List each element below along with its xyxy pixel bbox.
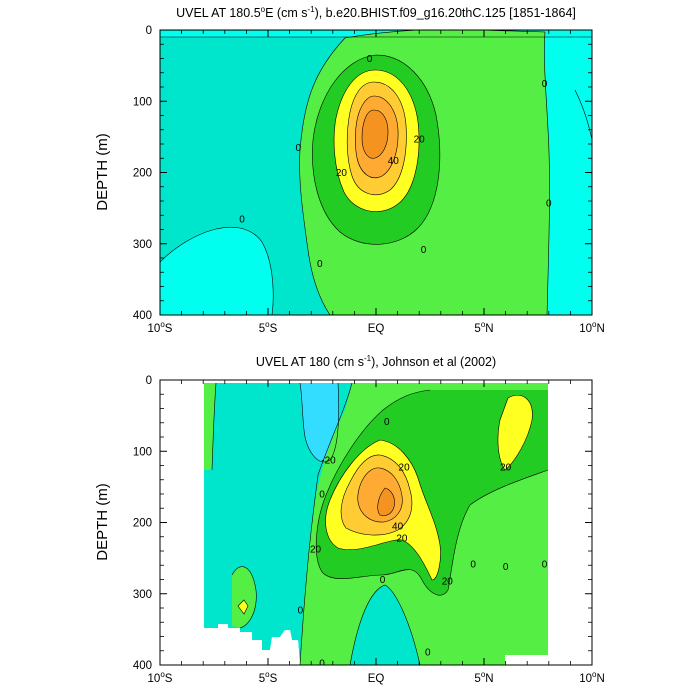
y-tick-label: 400 bbox=[133, 660, 152, 672]
x-tick-label: EQ bbox=[368, 673, 385, 685]
fill-east-slightly-negative bbox=[543, 30, 592, 315]
contour-label: 40 bbox=[392, 522, 404, 533]
observation-panel: UVEL AT 180 (cm s-1), Johnson et al (200… bbox=[94, 354, 605, 685]
title-text: ), Johnson et al (2002) bbox=[371, 355, 496, 369]
contour-fills: 0 0 0 0 0 0 0 20 20 40 bbox=[160, 30, 592, 315]
contour-label: 20 bbox=[500, 462, 512, 473]
contour-label: 20 bbox=[310, 544, 322, 555]
contour-lines bbox=[211, 382, 549, 665]
contour-label: 0 bbox=[239, 214, 245, 225]
title-text: UVEL AT 180.5 bbox=[176, 6, 261, 20]
contour-label: 20 bbox=[414, 135, 426, 146]
contour-label: 20 bbox=[396, 534, 408, 545]
title-superscript: o bbox=[261, 5, 266, 14]
fill-south-deep-negative bbox=[160, 227, 274, 315]
contour-label: 0 bbox=[384, 417, 390, 428]
y-tick-label: 400 bbox=[133, 310, 152, 322]
x-tick-label: EQ bbox=[368, 323, 385, 335]
x-tick-label: 10oN bbox=[579, 320, 605, 335]
title-text: ), b.e20.BHIST.f09_g16.20thC.125 [1851-1… bbox=[315, 6, 576, 20]
fill-negative-minus10 bbox=[300, 383, 339, 462]
y-tick-label: 200 bbox=[133, 168, 152, 180]
panel-title: UVEL AT 180 (cm s-1), Johnson et al (200… bbox=[256, 354, 496, 369]
contour-label: 0 bbox=[421, 245, 427, 256]
contour-label: 0 bbox=[542, 79, 548, 90]
fill-no-data-north bbox=[505, 380, 592, 665]
x-tick-label: 5oS bbox=[259, 670, 278, 685]
fill-west-edge-positive bbox=[204, 383, 216, 470]
y-tick-label: 100 bbox=[133, 96, 152, 108]
y-tick-label: 0 bbox=[146, 25, 152, 37]
panel-title: UVEL AT 180.5oE (cm s-1), b.e20.BHIST.f0… bbox=[176, 5, 576, 20]
x-tick-label: 10oN bbox=[579, 670, 605, 685]
contour-label: 0 bbox=[425, 648, 431, 659]
contour-label: 0 bbox=[503, 562, 509, 573]
fill-north-yellow-lobe bbox=[497, 395, 533, 470]
contour-label: 20 bbox=[399, 462, 411, 473]
contour-label: 0 bbox=[546, 199, 552, 210]
title-superscript: -1 bbox=[307, 5, 315, 14]
x-tick-label: 5oN bbox=[474, 320, 493, 335]
contour-label: 40 bbox=[388, 156, 400, 167]
y-tick-label: 300 bbox=[133, 589, 152, 601]
contour-label: 0 bbox=[542, 559, 548, 570]
title-superscript: -1 bbox=[364, 354, 372, 363]
y-tick-label: 0 bbox=[146, 375, 152, 387]
contour-label: 0 bbox=[367, 54, 373, 65]
contour-label-layer: 0 0 0 0 0 0 0 20 20 40 bbox=[239, 54, 552, 270]
fill-deep-negative bbox=[350, 585, 420, 665]
y-axis-label: DEPTH (m) bbox=[94, 133, 111, 211]
fill-no-data-south bbox=[160, 380, 300, 665]
y-tick-label: 100 bbox=[133, 446, 152, 458]
contour-label: 20 bbox=[336, 168, 348, 179]
x-tick-label: 10oS bbox=[148, 670, 173, 685]
contour-label: 0 bbox=[317, 259, 323, 270]
y-axis-label: DEPTH (m) bbox=[94, 483, 111, 561]
contour-label: 0 bbox=[380, 575, 386, 586]
y-tick-label: 200 bbox=[133, 518, 152, 530]
contour-label: 0 bbox=[470, 559, 476, 570]
x-tick-label: 5oN bbox=[474, 670, 493, 685]
contour-label: 0 bbox=[298, 606, 304, 617]
title-text: E (cm s bbox=[265, 6, 307, 20]
x-tick-label: 10oS bbox=[148, 320, 173, 335]
model-panel: UVEL AT 180.5oE (cm s-1), b.e20.BHIST.f0… bbox=[94, 5, 605, 335]
fill-positive-core bbox=[362, 110, 388, 159]
contour-label: -20 bbox=[321, 455, 336, 466]
contour-label: 20 bbox=[442, 576, 454, 587]
x-tick-label: 5oS bbox=[259, 320, 278, 335]
contour-label: 0 bbox=[295, 143, 301, 154]
fill-southwest-positive bbox=[232, 566, 257, 628]
y-tick-label: 300 bbox=[133, 239, 152, 251]
contour-label: 0 bbox=[319, 658, 325, 669]
title-text: UVEL AT 180 (cm s bbox=[256, 355, 364, 369]
contour-label: 0 bbox=[319, 490, 325, 501]
fill-positive-core bbox=[377, 488, 395, 516]
